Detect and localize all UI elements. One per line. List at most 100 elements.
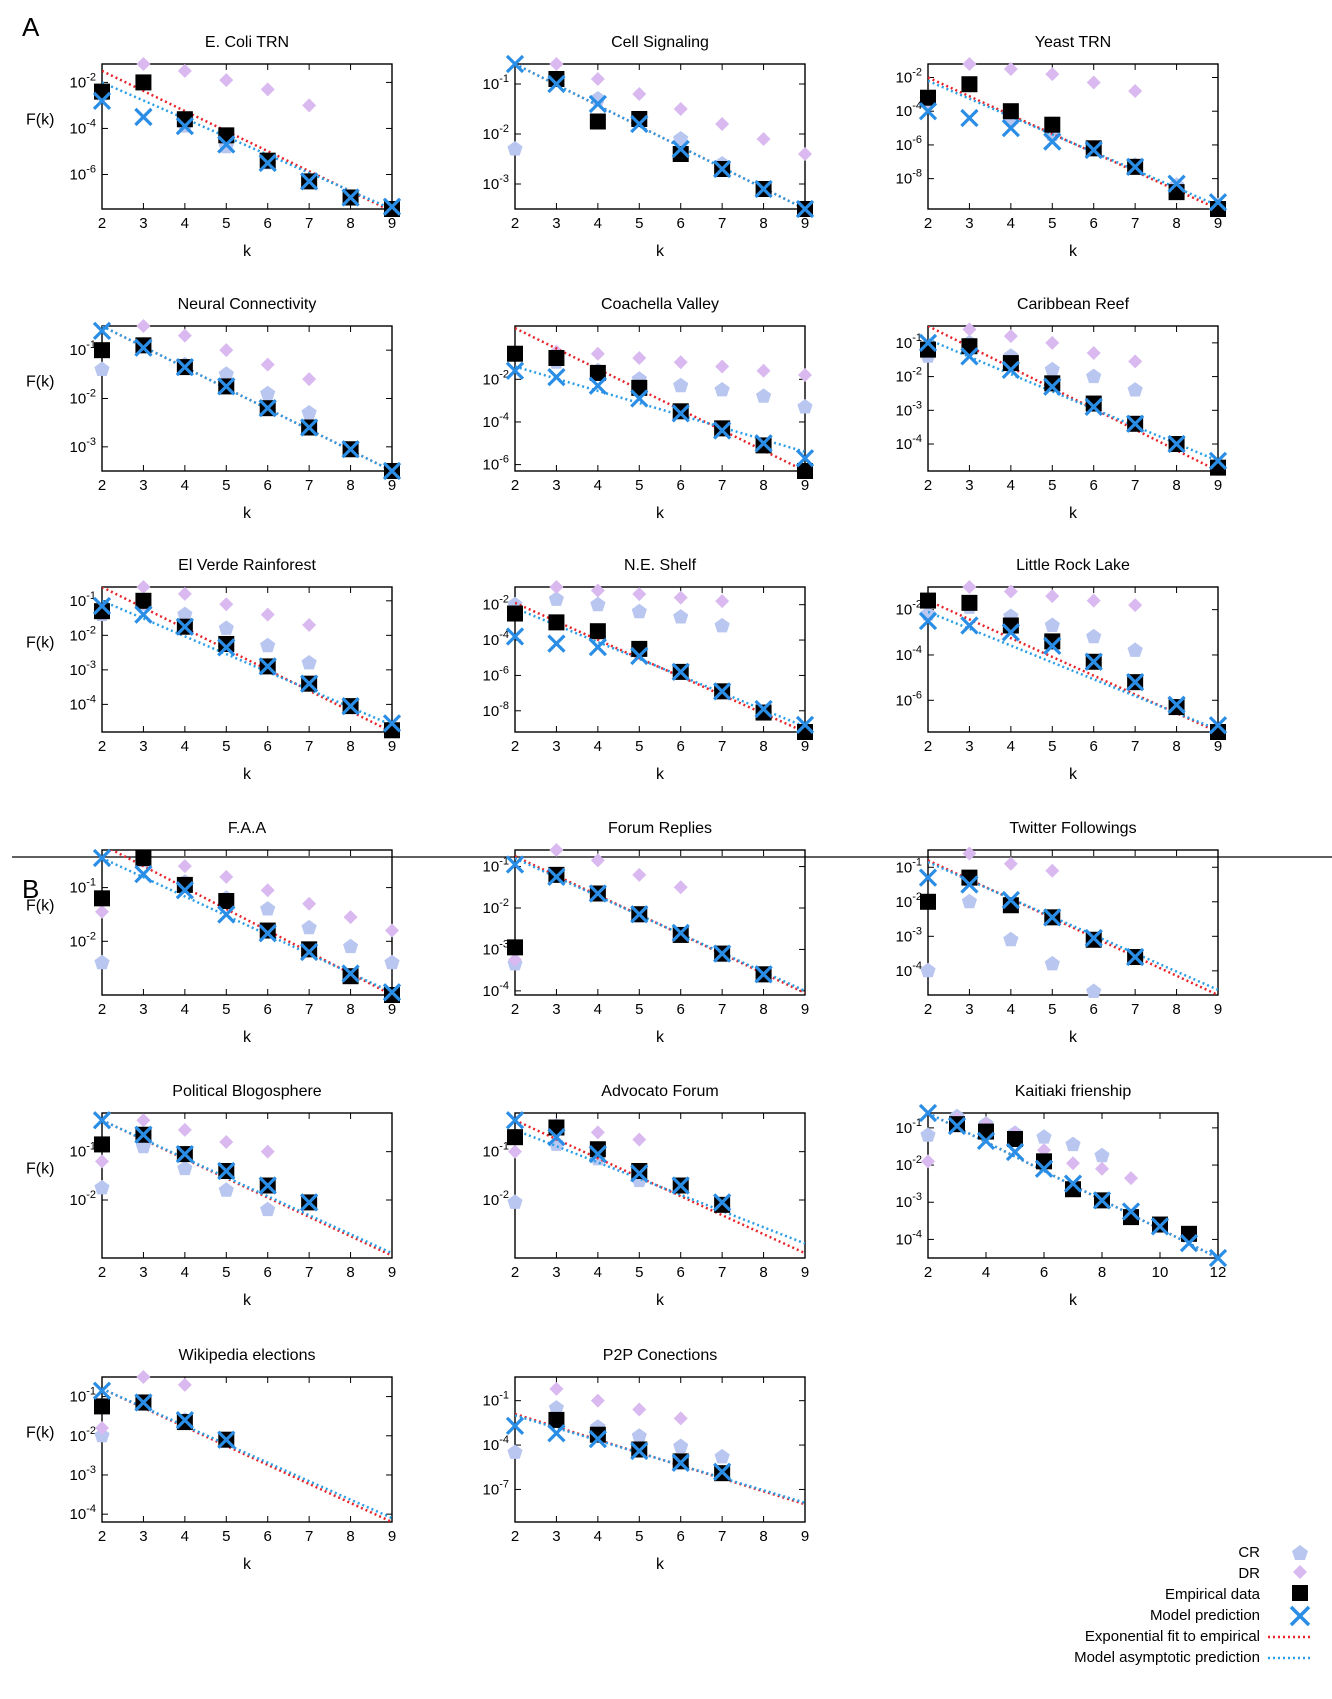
model-point	[1063, 1174, 1083, 1193]
model-point	[300, 418, 319, 437]
chart-title: Twitter Followings	[1009, 820, 1136, 837]
y-axis-label: F(k)	[26, 1425, 54, 1442]
dr-point	[1124, 1171, 1138, 1186]
cr-point	[673, 131, 689, 146]
model-point	[505, 361, 525, 380]
model-point	[960, 616, 979, 635]
model-point	[754, 179, 773, 199]
x-tick-label: 7	[718, 1001, 726, 1018]
legend-exp-fit-label: Exponential fit to empirical	[1085, 1628, 1260, 1645]
fit-lines	[928, 859, 1218, 995]
model-point	[300, 172, 319, 191]
y-tick-label: 10-8	[896, 168, 922, 188]
chart-title: Political Blogosphere	[172, 1083, 322, 1100]
cr-point	[631, 1428, 647, 1443]
empirical-point	[548, 71, 565, 87]
model-point	[713, 421, 732, 440]
legend-empirical-marker	[1292, 1585, 1308, 1601]
x-tick-label: 5	[635, 215, 643, 232]
dr-point	[590, 1393, 605, 1408]
cr-point	[507, 141, 523, 156]
chart-title: Neural Connectivity	[178, 296, 317, 313]
model-point	[630, 389, 649, 408]
model-point	[217, 377, 236, 396]
y-tick-label: 10-4	[483, 1434, 509, 1454]
y-tick-label: 10-6	[896, 134, 922, 154]
x-tick-label: 4	[181, 1528, 189, 1545]
empirical-point	[548, 614, 565, 631]
chart-panel: Coachella Valley 2 3 4 5 6 7 8 9 10-2 10-4 10-6 k	[483, 296, 815, 522]
x-axis-label: k	[243, 766, 252, 783]
cr-point	[94, 1427, 110, 1443]
x-tick-label: 6	[264, 477, 272, 494]
cr-point	[1065, 1136, 1081, 1152]
x-tick-label: 3	[552, 215, 560, 232]
chart-title: E. Coli TRN	[205, 34, 289, 51]
x-tick-label: 3	[965, 1001, 973, 1018]
x-tick-label: 4	[181, 215, 189, 232]
chart-panel: Little Rock Lake 2 3 4 5 6 7 8 9 10-2 10-4 10-6 k	[896, 557, 1228, 783]
dr-point	[1128, 598, 1143, 613]
dr-point	[260, 357, 275, 372]
dr-point	[1003, 584, 1018, 599]
model-point	[505, 1416, 525, 1435]
x-tick-label: 9	[388, 1264, 396, 1281]
cr-point	[177, 606, 193, 622]
model-point	[175, 617, 194, 636]
chart-title: Advocato Forum	[601, 1083, 718, 1100]
y-tick-label: 10-4	[70, 1503, 96, 1523]
y-tick-label: 10-1	[483, 1390, 509, 1410]
x-tick-label: 8	[759, 738, 767, 755]
model-point	[671, 404, 690, 423]
model-point	[1208, 1248, 1228, 1268]
model-point	[505, 1111, 525, 1130]
x-tick-label: 5	[1048, 477, 1056, 494]
y-axis-label: F(k)	[26, 898, 54, 915]
dr-point	[673, 1411, 688, 1426]
x-axis-label: k	[656, 505, 665, 522]
cr-point	[301, 919, 317, 935]
model-point	[671, 1453, 690, 1472]
x-tick-label: 7	[718, 477, 726, 494]
model-point	[713, 682, 732, 701]
plot-frame	[514, 325, 806, 472]
x-tick-label: 7	[305, 477, 313, 494]
model-point	[976, 1131, 996, 1151]
x-tick-label: 3	[965, 477, 973, 494]
model-point	[713, 1193, 732, 1212]
x-tick-label: 3	[965, 215, 973, 232]
y-tick-label: 10-4	[483, 411, 509, 431]
y-tick-label: 10-2	[483, 368, 509, 388]
y-tick-label: 10-1	[896, 332, 922, 352]
dr-point	[260, 607, 275, 622]
chart-panel: Wikipedia elections 2 3 4 5 6 7 8 9 10-1 10-2 10-3 1…	[26, 1347, 396, 1573]
cr-point	[301, 655, 317, 670]
dr-point	[260, 883, 275, 898]
plot-frame	[927, 63, 1219, 210]
x-axis-label: k	[1069, 1292, 1078, 1309]
cr-point	[384, 954, 400, 970]
x-tick-label: 6	[1090, 738, 1098, 755]
x-tick-label: 5	[222, 1528, 230, 1545]
y-tick-label: 10-2	[896, 599, 922, 619]
empirical-point	[1002, 897, 1019, 914]
dr-point	[1128, 83, 1143, 98]
chart-title: Wikipedia elections	[179, 1347, 316, 1364]
x-tick-label: 8	[1098, 1264, 1106, 1281]
model-point	[1001, 623, 1020, 642]
model-point	[217, 1430, 236, 1449]
model-point	[1043, 377, 1062, 396]
dr-point	[136, 1370, 151, 1384]
model-point	[795, 199, 815, 219]
legend-asymptotic-label: Model asymptotic prediction	[1074, 1649, 1260, 1666]
cr-point	[1044, 617, 1060, 632]
x-axis-label: k	[1069, 505, 1078, 522]
model-point	[630, 1164, 649, 1183]
model-point	[671, 662, 690, 682]
dr-point	[549, 580, 564, 594]
x-tick-label: 5	[635, 477, 643, 494]
plot-frame	[927, 1112, 1219, 1259]
x-tick-label: 7	[305, 1528, 313, 1545]
legend-dr-marker	[1293, 1565, 1307, 1579]
model-point	[1167, 174, 1186, 193]
